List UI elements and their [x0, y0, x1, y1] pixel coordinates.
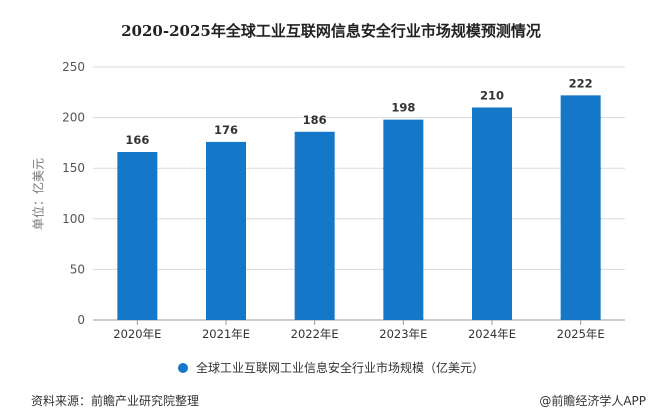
y-tick-label: 0 — [77, 313, 85, 327]
bar — [206, 141, 246, 320]
bar — [472, 107, 512, 320]
x-tick-label: 2020年E — [113, 327, 161, 341]
chart-title: 2020-2025年全球工业互联网信息安全行业市场规模预测情况 — [121, 22, 541, 40]
bar — [383, 119, 424, 321]
legend-label: 全球工业互联网工业信息安全行业市场规模（亿美元） — [195, 361, 484, 375]
data-label: 222 — [569, 76, 593, 90]
x-tick-label: 2024年E — [468, 327, 516, 341]
y-tick-label: 50 — [70, 262, 85, 276]
bar — [560, 95, 601, 320]
y-tick-label: 100 — [62, 212, 85, 226]
data-label: 210 — [480, 88, 504, 102]
data-label: 186 — [303, 113, 327, 127]
data-label: 198 — [391, 101, 415, 115]
y-tick-label: 200 — [62, 111, 85, 125]
bar — [117, 152, 158, 320]
x-tick-label: 2022年E — [291, 327, 339, 341]
legend: 全球工业互联网工业信息安全行业市场规模（亿美元） — [0, 359, 662, 376]
y-tick-label: 150 — [62, 161, 85, 175]
x-tick-label: 2025年E — [557, 327, 605, 341]
x-tick-label: 2021年E — [202, 327, 250, 341]
x-tick-label: 2023年E — [379, 327, 427, 341]
data-label: 176 — [214, 123, 238, 137]
source-note: 资料来源：前瞻产业研究院整理 — [31, 394, 200, 408]
legend-swatch — [177, 363, 188, 373]
bar — [294, 131, 335, 320]
data-label: 166 — [125, 133, 149, 147]
y-tick-label: 250 — [62, 60, 85, 74]
credit-note: @前瞻经济学人APP — [539, 394, 646, 408]
